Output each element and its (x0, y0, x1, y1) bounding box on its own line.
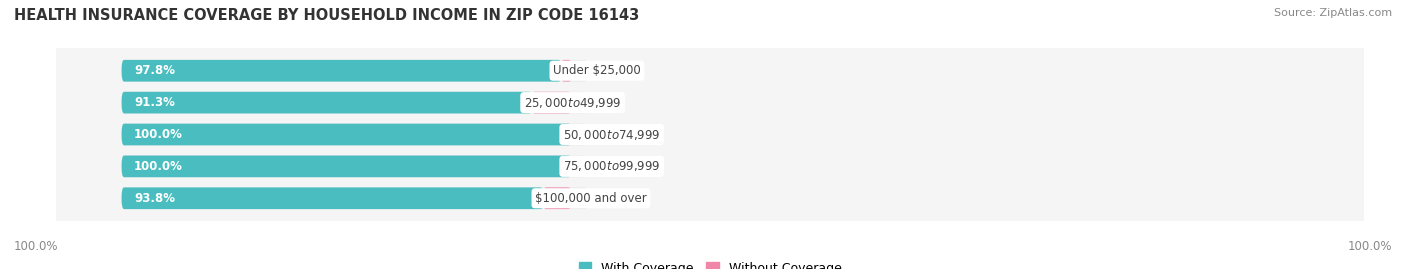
Text: Under $25,000: Under $25,000 (553, 64, 641, 77)
Text: 0.0%: 0.0% (583, 160, 613, 173)
Text: $25,000 to $49,999: $25,000 to $49,999 (524, 95, 621, 110)
FancyBboxPatch shape (122, 60, 561, 82)
Text: 100.0%: 100.0% (1347, 240, 1392, 253)
Text: 0.0%: 0.0% (583, 128, 613, 141)
FancyBboxPatch shape (122, 155, 571, 177)
FancyBboxPatch shape (122, 187, 543, 209)
FancyBboxPatch shape (122, 92, 531, 114)
FancyBboxPatch shape (122, 187, 588, 209)
Text: 91.3%: 91.3% (134, 96, 174, 109)
Text: $50,000 to $74,999: $50,000 to $74,999 (562, 128, 661, 141)
FancyBboxPatch shape (122, 124, 571, 145)
FancyBboxPatch shape (543, 187, 571, 209)
FancyBboxPatch shape (122, 155, 588, 177)
Text: 97.8%: 97.8% (134, 64, 174, 77)
Text: $100,000 and over: $100,000 and over (536, 192, 647, 205)
Text: 6.2%: 6.2% (583, 192, 613, 205)
Text: Source: ZipAtlas.com: Source: ZipAtlas.com (1274, 8, 1392, 18)
Text: 100.0%: 100.0% (134, 128, 183, 141)
Text: 100.0%: 100.0% (134, 160, 183, 173)
Text: $75,000 to $99,999: $75,000 to $99,999 (562, 159, 661, 174)
Text: 2.3%: 2.3% (583, 64, 613, 77)
Text: HEALTH INSURANCE COVERAGE BY HOUSEHOLD INCOME IN ZIP CODE 16143: HEALTH INSURANCE COVERAGE BY HOUSEHOLD I… (14, 8, 640, 23)
FancyBboxPatch shape (561, 60, 572, 82)
FancyBboxPatch shape (531, 92, 571, 114)
Text: 93.8%: 93.8% (134, 192, 174, 205)
FancyBboxPatch shape (122, 92, 588, 114)
Text: 100.0%: 100.0% (14, 240, 59, 253)
Text: 8.7%: 8.7% (583, 96, 613, 109)
FancyBboxPatch shape (122, 124, 588, 145)
FancyBboxPatch shape (122, 60, 588, 82)
Legend: With Coverage, Without Coverage: With Coverage, Without Coverage (574, 257, 846, 269)
